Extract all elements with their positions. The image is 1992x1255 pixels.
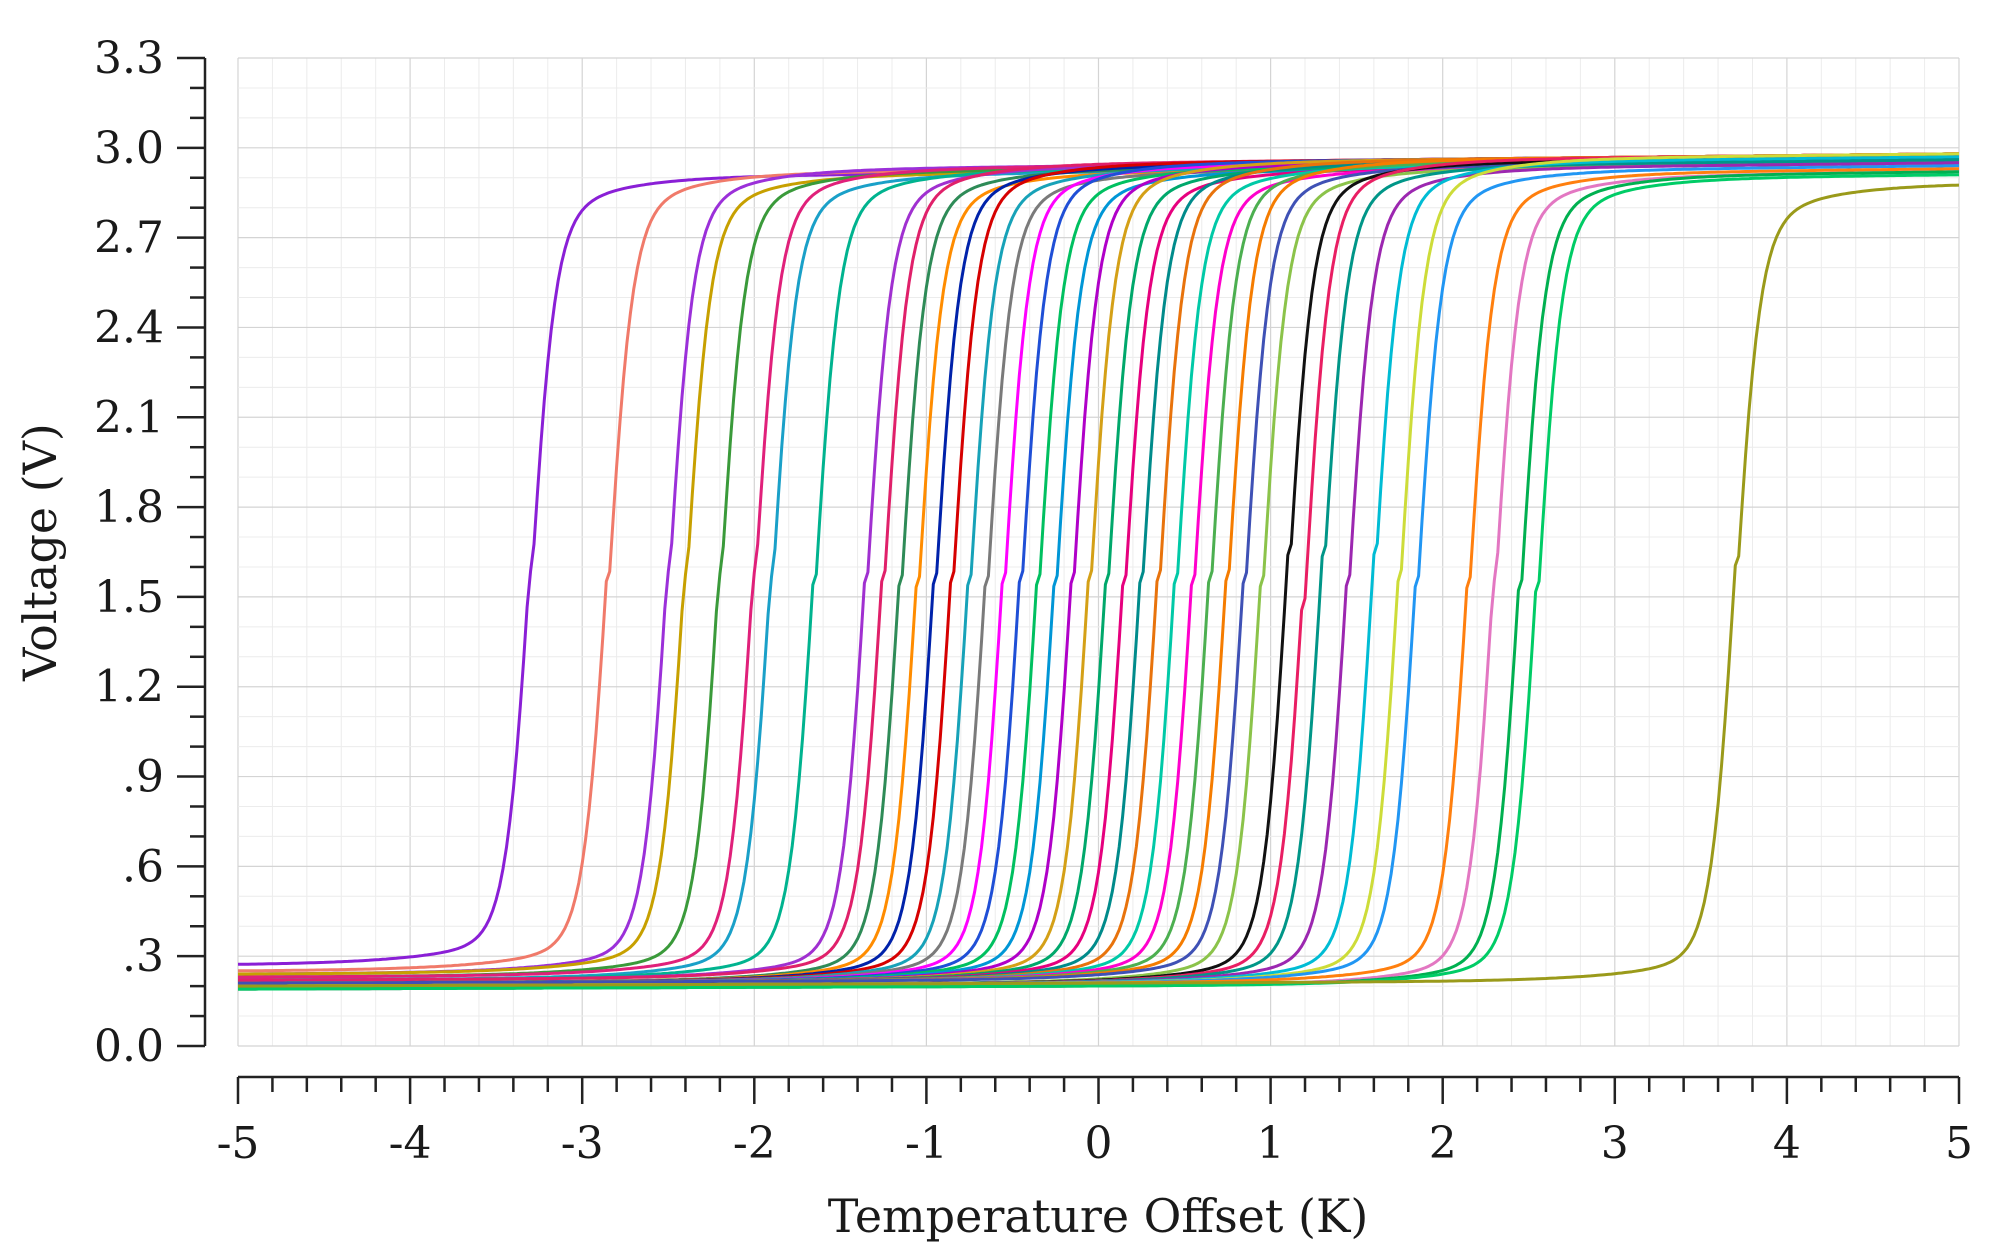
y-tick-label: 1.8	[94, 482, 164, 533]
y-tick-label: 2.4	[94, 302, 164, 353]
x-tick-label: 5	[1945, 1118, 1973, 1169]
y-tick-label: .6	[122, 841, 164, 892]
y-tick-label: 1.5	[94, 572, 164, 623]
y-tick-label: 1.2	[94, 662, 164, 713]
series-line-curve-43	[238, 173, 1960, 991]
y-axis-title: Voltage (V)	[13, 423, 67, 682]
y-tick-label: 3.0	[94, 123, 164, 174]
x-ticks: -5 -4 -3 -2 -1 0 1 2 3 4 5	[217, 1077, 1973, 1169]
x-tick-label: -1	[905, 1118, 948, 1169]
y-tick-label: 2.1	[94, 392, 164, 443]
x-tick-label: 3	[1601, 1118, 1629, 1169]
y-tick-label: .3	[122, 931, 164, 982]
x-tick-label: -5	[217, 1118, 260, 1169]
x-axis-title: Temperature Offset (K)	[828, 1189, 1369, 1243]
y-ticks: 0.0 .3 .6 .9 1.2 1.5 1.8 2.1 2.4 2.7 3.0 3.3	[94, 33, 205, 1072]
x-tick-label: -4	[389, 1118, 432, 1169]
x-tick-label: -3	[561, 1118, 604, 1169]
x-tick-label: 4	[1773, 1118, 1801, 1169]
y-tick-label: 2.7	[94, 213, 164, 264]
y-tick-label: .9	[122, 752, 164, 803]
x-tick-label: 1	[1257, 1118, 1285, 1169]
x-tick-label: 0	[1085, 1118, 1113, 1169]
series-layer	[238, 152, 1960, 991]
x-tick-label: -2	[733, 1118, 776, 1169]
y-tick-label: 3.3	[94, 33, 164, 84]
y-tick-label: 0.0	[94, 1021, 164, 1072]
x-tick-label: 2	[1429, 1118, 1457, 1169]
series-line-curve-44	[238, 183, 1960, 988]
